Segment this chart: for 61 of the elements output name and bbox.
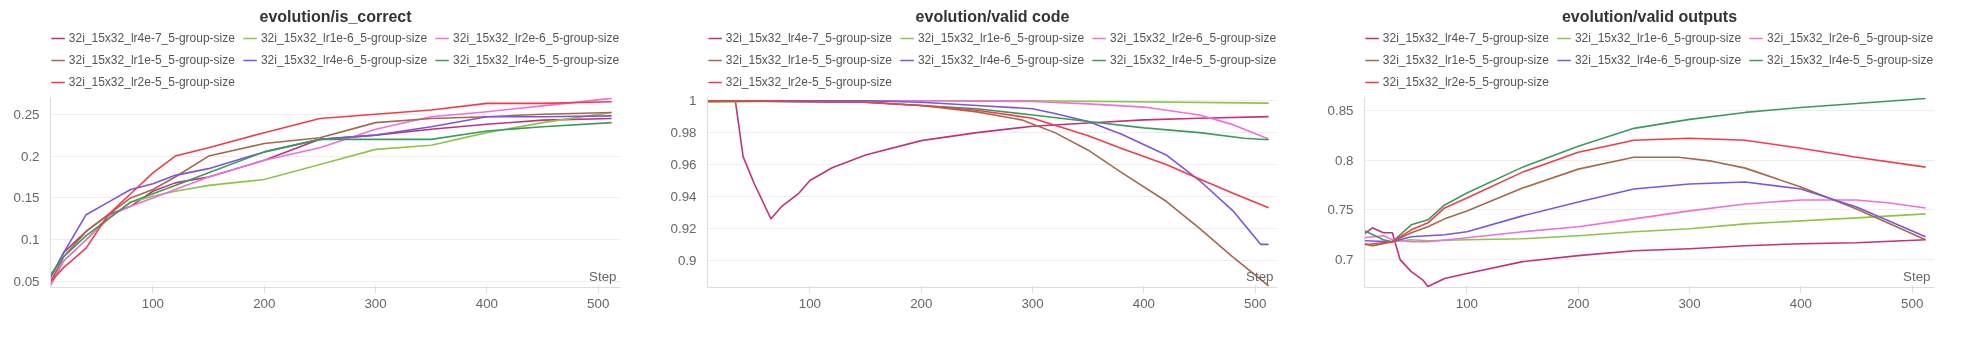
legend-label: 32i_15x32_lr1e-6_5-group-size [1574, 31, 1742, 45]
legend-label: 32i_15x32_lr1e-5_5-group-size [68, 53, 235, 67]
line-series [1364, 199, 1927, 243]
x-tick-label: 200 [1567, 295, 1590, 311]
y-tick-label: 0.92 [670, 220, 697, 236]
x-axis-title: Step [589, 268, 617, 284]
y-tick-label: 1 [689, 93, 697, 109]
y-tick-label: 0.96 [670, 157, 697, 173]
line-series [1364, 181, 1927, 243]
x-tick-label: 400 [1789, 295, 1813, 311]
x-tick-label: 400 [1132, 295, 1156, 311]
x-tick-label: 200 [910, 295, 933, 311]
x-tick-label: 300 [1021, 295, 1044, 311]
legend-label: 32i_15x32_lr2e-5_5-group-size [1382, 75, 1549, 89]
y-tick-label: 0.2 [20, 148, 40, 164]
legend-label: 32i_15x32_lr4e-6_5-group-size [1574, 53, 1742, 67]
legend-label: 32i_15x32_lr2e-6_5-group-size [1110, 31, 1277, 45]
x-tick-label: 500 [587, 295, 610, 311]
x-tick-label: 100 [798, 295, 822, 311]
chart-title: evolution/is_correct [259, 7, 413, 25]
legend-label: 32i_15x32_lr4e-7_5-group-size [725, 31, 892, 45]
x-tick-label: 400 [475, 295, 499, 311]
x-tick-label: 100 [1455, 295, 1479, 311]
legend-label: 32i_15x32_lr2e-5_5-group-size [68, 75, 235, 89]
x-tick-label: 500 [1244, 295, 1267, 311]
line-series [1364, 137, 1927, 246]
x-tick-label: 200 [253, 295, 276, 311]
legend-label: 32i_15x32_lr4e-7_5-group-size [68, 31, 235, 45]
legend-label: 32i_15x32_lr2e-6_5-group-size [1767, 31, 1934, 45]
chart-title: evolution/valid code [915, 7, 1070, 25]
x-tick-label: 300 [364, 295, 387, 311]
legend-label: 32i_15x32_lr2e-5_5-group-size [725, 75, 892, 89]
legend-label: 32i_15x32_lr4e-5_5-group-size [1110, 53, 1277, 67]
y-tick-label: 0.9 [677, 252, 697, 268]
legend-label: 32i_15x32_lr2e-6_5-group-size [453, 31, 620, 45]
legend-label: 32i_15x32_lr1e-5_5-group-size [1382, 53, 1549, 67]
x-axis-title: Step [1903, 268, 1931, 284]
legend-label: 32i_15x32_lr4e-6_5-group-size [260, 53, 428, 67]
y-tick-label: 0.94 [670, 188, 698, 204]
x-tick-label: 500 [1901, 295, 1924, 311]
legend-label: 32i_15x32_lr1e-6_5-group-size [260, 31, 428, 45]
legend-label: 32i_15x32_lr1e-6_5-group-size [917, 31, 1085, 45]
line-series [1364, 97, 1927, 243]
x-tick-label: 300 [1678, 295, 1701, 311]
y-tick-label: 0.15 [13, 190, 40, 206]
y-tick-label: 0.25 [13, 106, 40, 122]
y-tick-label: 0.85 [1327, 102, 1354, 118]
legend-label: 32i_15x32_lr4e-5_5-group-size [453, 53, 620, 67]
y-tick-label: 0.7 [1334, 252, 1354, 268]
y-tick-label: 0.8 [1334, 152, 1354, 168]
legend-label: 32i_15x32_lr4e-7_5-group-size [1382, 31, 1549, 45]
y-tick-label: 0.75 [1327, 202, 1354, 218]
y-tick-label: 0.1 [20, 232, 40, 248]
legend-label: 32i_15x32_lr1e-5_5-group-size [725, 53, 892, 67]
y-tick-label: 0.98 [670, 125, 697, 141]
legend-label: 32i_15x32_lr4e-5_5-group-size [1767, 53, 1934, 67]
x-tick-label: 100 [141, 295, 165, 311]
line-series [1364, 156, 1927, 247]
legend-label: 32i_15x32_lr4e-6_5-group-size [917, 53, 1085, 67]
y-tick-label: 0.05 [13, 274, 40, 290]
chart-title: evolution/valid outputs [1561, 7, 1738, 25]
